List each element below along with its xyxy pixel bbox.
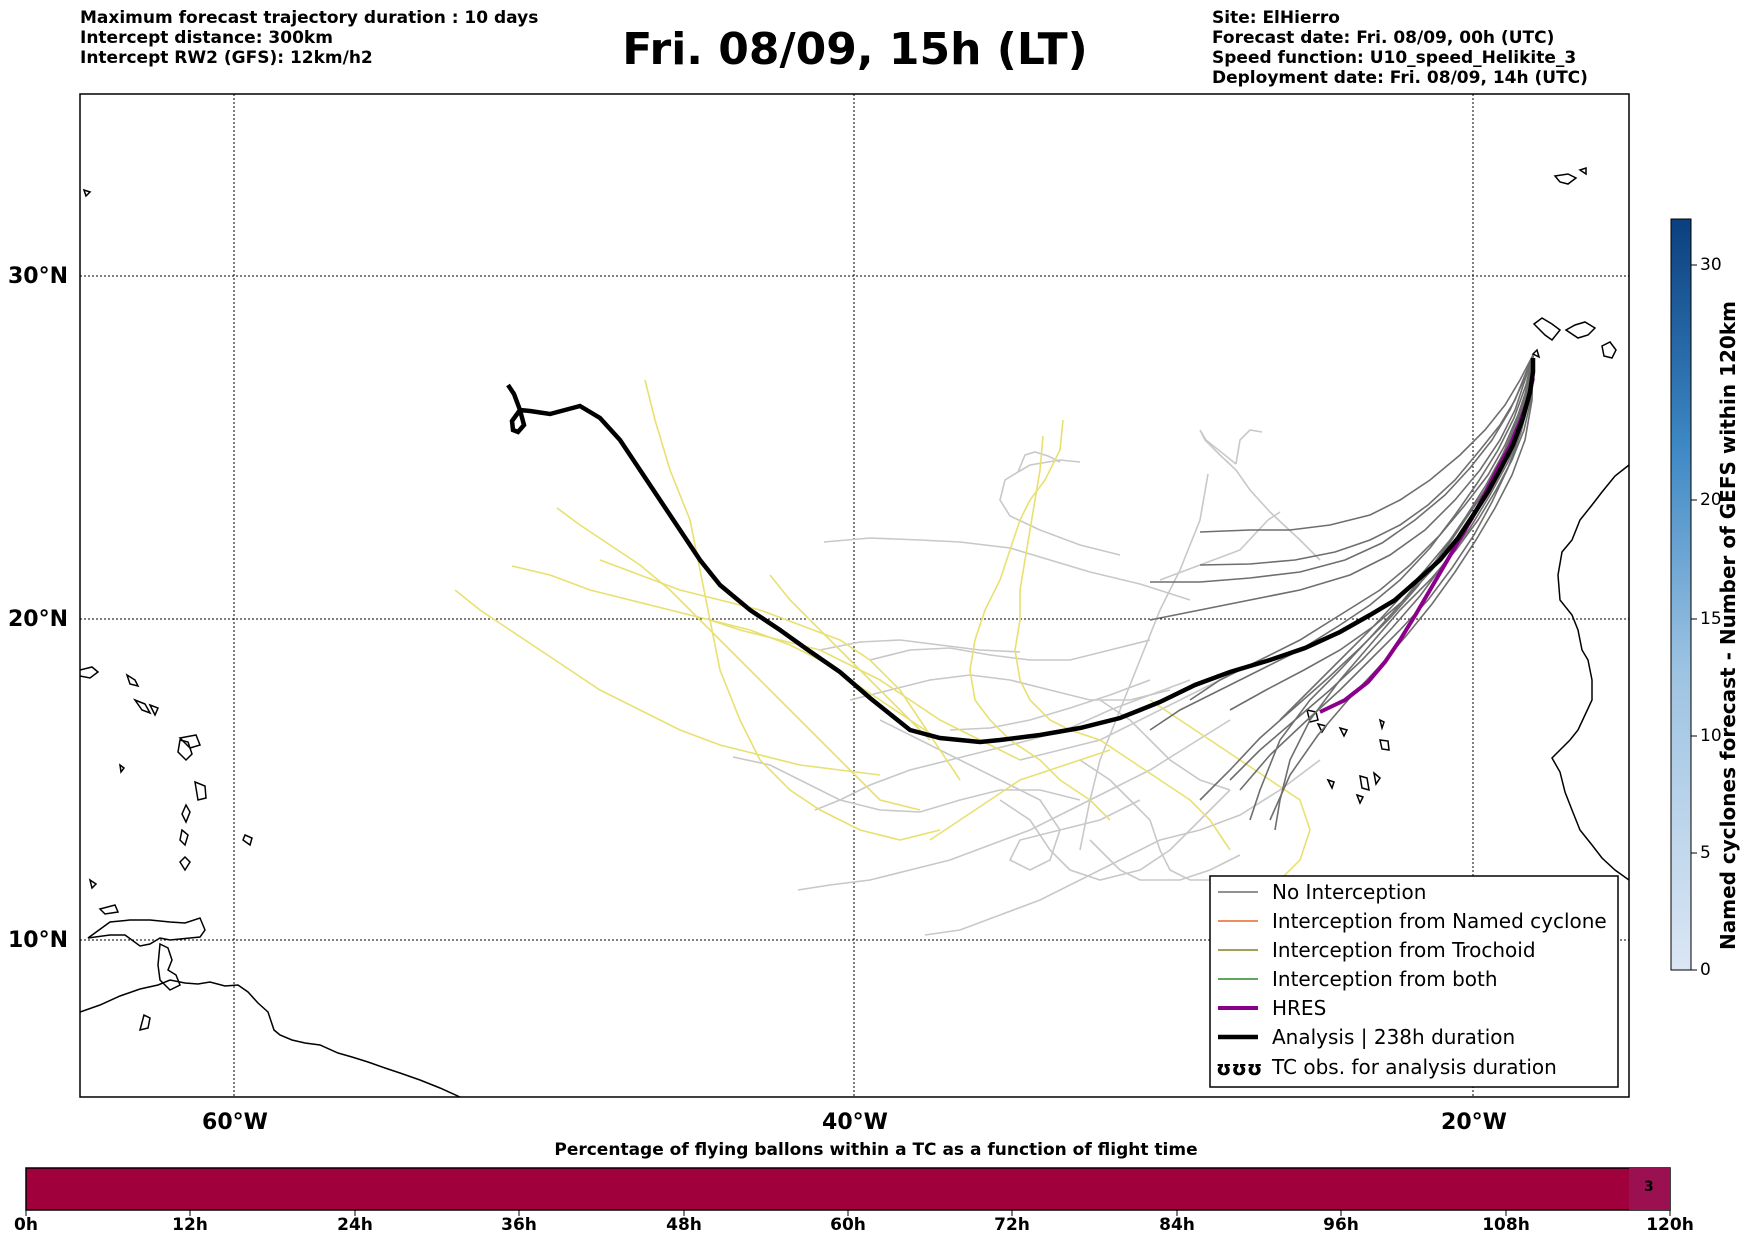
percentage-bar-title: Percentage of flying ballons within a TC…	[554, 1140, 1198, 1160]
legend: ʊʊʊ	[1209, 875, 1619, 1088]
bar-tick-60h: 60h	[830, 1215, 866, 1235]
legend-tc-obs: TC obs. for analysis duration	[1272, 1055, 1557, 1079]
colorbar-tick-30: 30	[1700, 255, 1722, 275]
colorbar-tick-0: 0	[1700, 960, 1711, 980]
bar-tick-0h: 0h	[14, 1215, 38, 1235]
bar-tick-12h: 12h	[172, 1215, 208, 1235]
bar-tick-84h: 84h	[1159, 1215, 1195, 1235]
coastlines	[80, 166, 1629, 1097]
speed-function-text: Speed function: U10_speed_Helikite_3	[1212, 48, 1577, 68]
site-info: Site: ElHierro Forecast date: Fri. 08/09…	[1212, 8, 1588, 88]
bar-tick-96h: 96h	[1323, 1215, 1359, 1235]
run-info: Maximum forecast trajectory duration : 1…	[80, 8, 538, 68]
tc-symbol-icon: ʊʊʊ	[1216, 1056, 1262, 1080]
intercept-distance-text: Intercept distance: 300km	[80, 28, 333, 48]
lat-label-10n: 10°N	[8, 928, 69, 953]
bar-tick-36h: 36h	[501, 1215, 537, 1235]
cyclone-colorbar	[1670, 218, 1697, 971]
colorbar-tick-10: 10	[1700, 726, 1722, 746]
no-interception-tracks	[1149, 354, 1534, 831]
analysis-track	[506, 358, 1536, 745]
ensemble-yellow-tracks	[454, 379, 1311, 891]
graticule	[80, 94, 1629, 1097]
legend-trochoid: Interception from Trochoid	[1272, 938, 1536, 962]
colorbar-tick-15: 15	[1700, 609, 1722, 629]
ensemble-light-tracks	[732, 429, 1321, 936]
forecast-date-text: Forecast date: Fri. 08/09, 00h (UTC)	[1212, 28, 1555, 48]
legend-both: Interception from both	[1272, 967, 1498, 991]
colorbar-tick-20: 20	[1700, 490, 1722, 510]
site-text: Site: ElHierro	[1212, 8, 1340, 28]
colorbar-tick-5: 5	[1700, 843, 1711, 863]
map-frame	[79, 93, 1630, 1098]
colorbar-title: Named cyclones forecast - Number of GEFS…	[1716, 301, 1740, 950]
lat-label-30n: 30°N	[8, 264, 69, 289]
lon-label-60w: 60°W	[202, 1110, 268, 1135]
percentage-cell-label: 3	[1644, 1179, 1654, 1195]
bar-tick-120h: 120h	[1646, 1215, 1694, 1235]
lon-label-40w: 40°W	[822, 1110, 888, 1135]
max-duration-text: Maximum forecast trajectory duration : 1…	[80, 8, 539, 28]
bar-tick-72h: 72h	[994, 1215, 1030, 1235]
bar-tick-108h: 108h	[1482, 1215, 1530, 1235]
lon-label-20w: 20°W	[1441, 1110, 1507, 1135]
legend-hres: HRES	[1272, 996, 1327, 1020]
deployment-date-text: Deployment date: Fri. 08/09, 14h (UTC)	[1212, 68, 1588, 88]
page-title: Fri. 08/09, 15h (LT)	[622, 24, 1088, 75]
intercept-rw2-text: Intercept RW2 (GFS): 12km/h2	[80, 48, 373, 68]
legend-analysis: Analysis | 238h duration	[1272, 1025, 1516, 1049]
bar-tick-48h: 48h	[666, 1215, 702, 1235]
hres-track	[1319, 377, 1535, 714]
lat-label-20n: 20°N	[8, 607, 69, 632]
percentage-bar	[25, 1167, 1671, 1216]
colorbar-title-wrap: Named cyclones forecast - Number of GEFS…	[1716, 301, 1740, 970]
bar-tick-24h: 24h	[337, 1215, 373, 1235]
legend-named-cyclone: Interception from Named cyclone	[1272, 909, 1607, 933]
legend-no-interception: No Interception	[1272, 880, 1427, 904]
